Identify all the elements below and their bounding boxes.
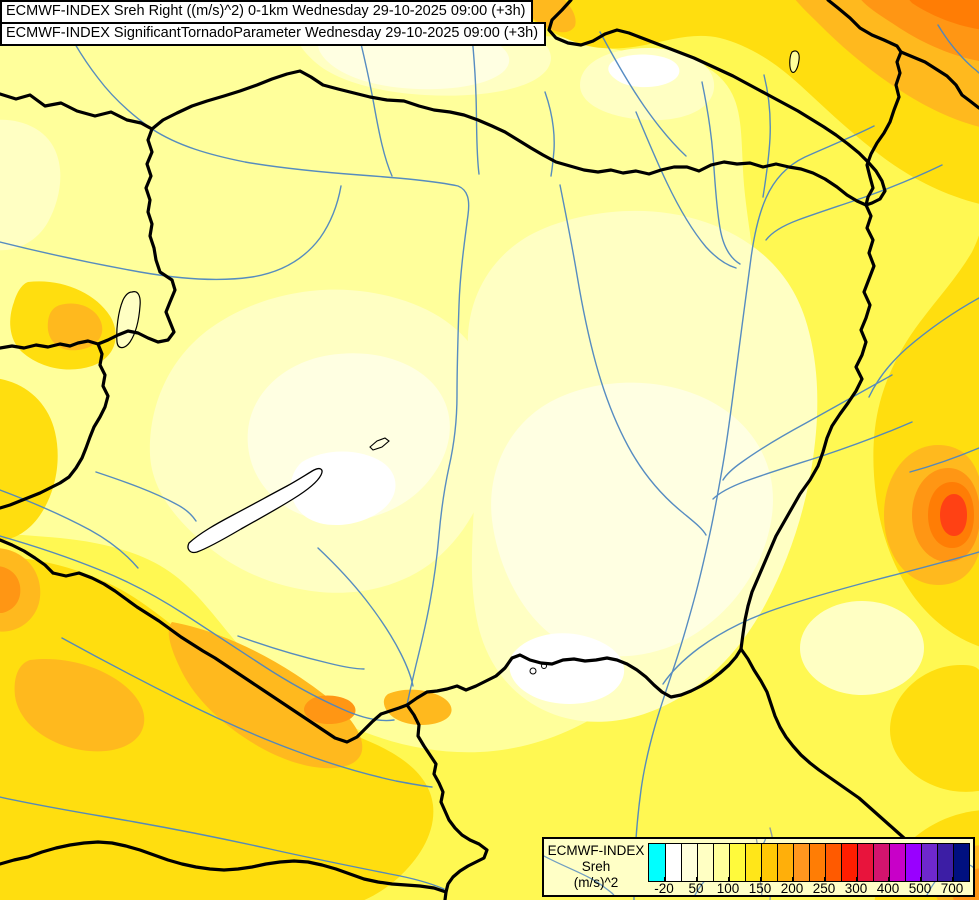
river-tisza: [633, 125, 875, 900]
legend-color-cell: [697, 844, 713, 881]
river-bodrog: [762, 74, 771, 198]
legend-color-cell: [857, 844, 873, 881]
border-austria-hungary: [0, 127, 177, 350]
legend-color-cell: [665, 844, 681, 881]
lake-balaton: [187, 468, 323, 554]
river-croatia: [61, 637, 433, 788]
lake-velence: [369, 437, 390, 451]
legend-color-cell: [761, 844, 777, 881]
legend-tick-row: -20 50 100 150 200 250 300 400 500 700: [648, 877, 978, 897]
river-sava: [0, 796, 445, 890]
legend-tick-label: 250: [812, 881, 836, 896]
border-slovakia-ukraine: [547, 0, 887, 207]
map-title-line-1: ECMWF-INDEX Sreh Right ((m/s)^2) 0-1km W…: [0, 0, 534, 24]
legend-tick-label: 200: [780, 881, 804, 896]
legend-color-cell: [809, 844, 825, 881]
legend-color-cell: [649, 844, 665, 881]
legend-color-cell: [793, 844, 809, 881]
legend-color-cell: [777, 844, 793, 881]
river-koros: [712, 421, 913, 500]
border-ukraine-romania: [826, 0, 979, 110]
legend-label-line-3: (m/s)^2: [573, 875, 619, 890]
legend-label: ECMWF-INDEX Sreh (m/s)^2: [544, 839, 648, 895]
river-hernad: [701, 81, 741, 265]
legend-tick-label: 150: [748, 881, 772, 896]
legend-color-cell: [889, 844, 905, 881]
river-transylvania-2: [909, 447, 979, 473]
river-raba: [0, 185, 342, 281]
border-croatia-serbia: [405, 703, 489, 900]
river-sajo: [635, 111, 737, 269]
legend-tick-label: 50: [688, 881, 704, 896]
river-zagyva: [559, 184, 707, 536]
legend-tick-label: -20: [654, 881, 674, 896]
legend: ECMWF-INDEX Sreh (m/s)^2 -20 50 100 150 200 2…: [542, 837, 975, 897]
legend-label-line-2: Sreh: [581, 859, 611, 874]
border-austria-czech: [0, 92, 154, 131]
legend-color-cell: [841, 844, 857, 881]
river-szamos: [765, 164, 943, 241]
border-ukraine-hungary: [864, 50, 903, 207]
legend-color-cell: [921, 844, 937, 881]
river-danube: [151, 128, 470, 706]
map-title-line-2: ECMWF-INDEX SignificantTornadoParameter …: [0, 22, 547, 46]
legend-color-cell: [953, 844, 969, 881]
legend-tick-mark: [888, 877, 889, 882]
title-box: ECMWF-INDEX Sreh Right ((m/s)^2) 0-1km W…: [0, 0, 547, 46]
border-slovakia-hungary: [150, 69, 868, 207]
lake-zemplin: [789, 50, 800, 73]
river-ipoly: [544, 91, 555, 177]
legend-color-cell: [713, 844, 729, 881]
legend-tick-label: 100: [716, 881, 740, 896]
river-slovakia: [599, 31, 687, 157]
legend-color-cell: [905, 844, 921, 881]
border-slovenia-hungary: [0, 342, 110, 510]
legend-color-cell: [825, 844, 841, 881]
legend-tick-mark: [824, 877, 825, 882]
border-serbia-romania: [739, 647, 914, 847]
legend-tick-mark: [856, 877, 857, 882]
legend-color-cell: [729, 844, 745, 881]
border-croatia-bosnia: [0, 840, 448, 894]
border-hungary-romania: [739, 203, 876, 651]
legend-tick-label: 500: [908, 881, 932, 896]
river-upper-tisza: [937, 24, 979, 74]
border-hungary-serbia: [405, 647, 743, 707]
border-hungary-croatia: [51, 571, 409, 744]
legend-tick-mark: [920, 877, 921, 882]
legend-tick-label: 400: [876, 881, 900, 896]
river-kapos: [237, 635, 365, 670]
border-slovenia-croatia: [0, 538, 55, 575]
legend-color-cell: [745, 844, 761, 881]
legend-color-cell: [937, 844, 953, 881]
legend-bar-wrap: -20 50 100 150 200 250 300 400 500 700: [648, 839, 973, 896]
legend-tick-mark: [664, 877, 665, 882]
legend-label-line-1: ECMWF-INDEX: [547, 843, 645, 858]
river-sio: [317, 547, 414, 687]
legend-tick-mark: [792, 877, 793, 882]
river-maros: [662, 551, 979, 685]
legend-color-cell: [681, 844, 697, 881]
river-zala: [95, 471, 197, 522]
river-drava: [0, 535, 395, 722]
small-lake: [529, 667, 537, 675]
river-transylvania-1: [868, 297, 979, 398]
legend-color-cell: [873, 844, 889, 881]
legend-tick-label: 700: [940, 881, 964, 896]
legend-tick-label: 300: [844, 881, 868, 896]
